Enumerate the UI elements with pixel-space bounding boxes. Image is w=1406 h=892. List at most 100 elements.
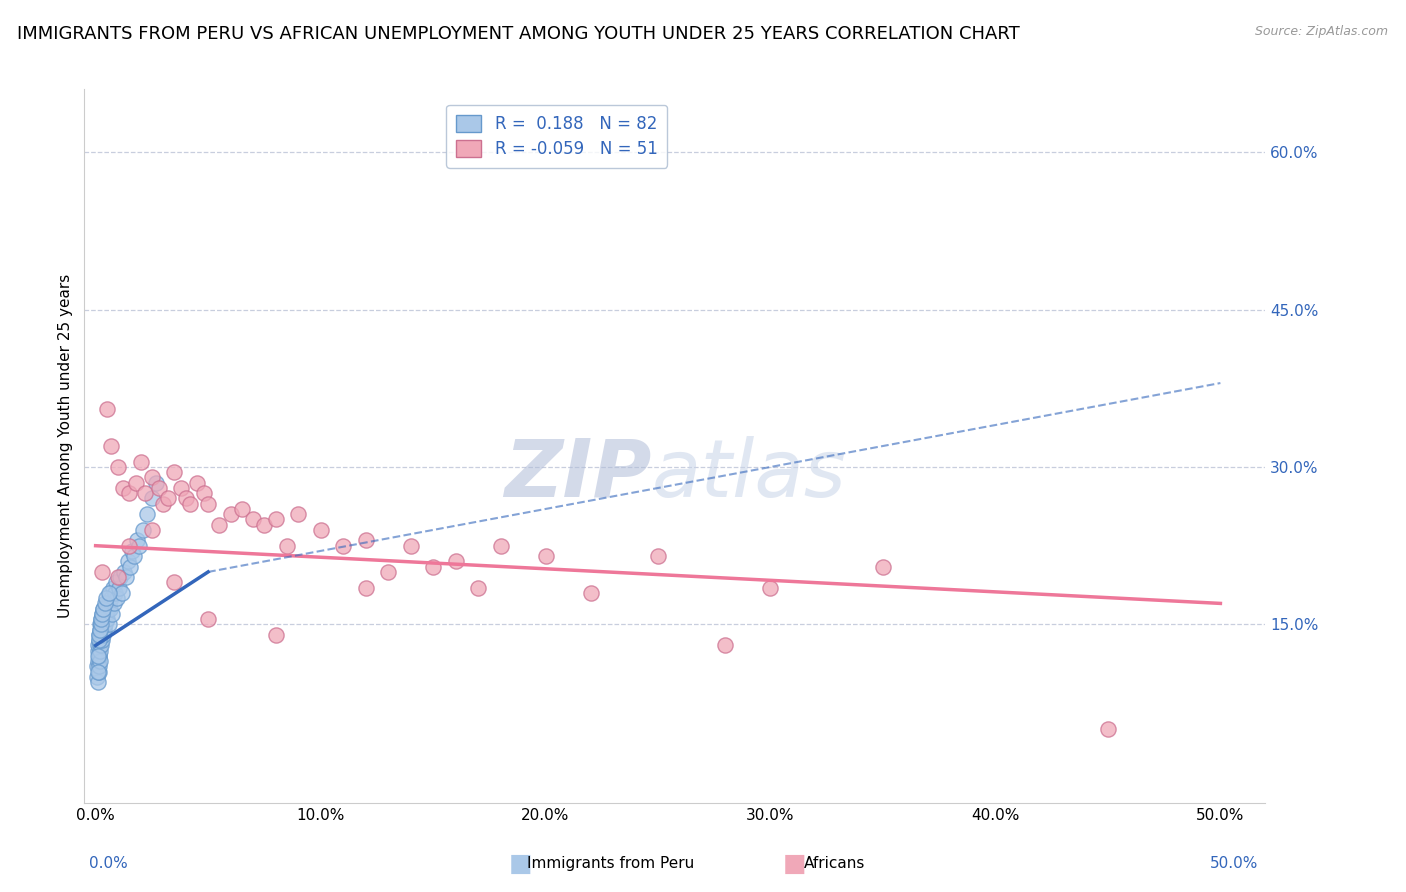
Point	[91, 612, 114, 626]
Point	[93, 612, 115, 626]
Point	[97, 601, 120, 615]
Point	[93, 596, 115, 610]
Point	[163, 465, 186, 479]
Point	[332, 539, 354, 553]
Point	[90, 617, 112, 632]
Point	[117, 554, 139, 568]
Point	[714, 639, 737, 653]
Point	[87, 628, 110, 642]
Point	[179, 497, 201, 511]
Point	[444, 554, 467, 568]
Point	[156, 491, 179, 506]
Point	[87, 639, 110, 653]
Point	[111, 586, 134, 600]
Point	[112, 565, 135, 579]
Point	[309, 523, 332, 537]
Point	[87, 648, 110, 663]
Text: 50.0%: 50.0%	[1211, 856, 1258, 871]
Text: ■: ■	[783, 852, 806, 875]
Point	[86, 659, 108, 673]
Text: Africans: Africans	[804, 856, 866, 871]
Point	[91, 612, 114, 626]
Point	[90, 633, 112, 648]
Text: Immigrants from Peru: Immigrants from Peru	[527, 856, 695, 871]
Point	[231, 502, 253, 516]
Point	[93, 607, 115, 621]
Point	[107, 581, 129, 595]
Point	[174, 491, 197, 506]
Point	[87, 659, 110, 673]
Point	[135, 507, 157, 521]
Point	[141, 523, 163, 537]
Point	[96, 612, 118, 626]
Point	[105, 575, 128, 590]
Point	[114, 570, 136, 584]
Point	[242, 512, 264, 526]
Point	[107, 570, 129, 584]
Point	[579, 586, 602, 600]
Point	[148, 481, 170, 495]
Point	[89, 628, 111, 642]
Point	[125, 475, 148, 490]
Point	[87, 675, 110, 690]
Point	[264, 628, 287, 642]
Point	[90, 623, 112, 637]
Point	[87, 633, 110, 648]
Point	[90, 623, 112, 637]
Point	[197, 612, 219, 626]
Point	[89, 623, 111, 637]
Point	[647, 549, 669, 564]
Point	[97, 617, 120, 632]
Text: ZIP: ZIP	[503, 435, 651, 514]
Point	[89, 628, 111, 642]
Point	[93, 601, 115, 615]
Point	[100, 586, 122, 600]
Point	[759, 581, 782, 595]
Point	[107, 591, 129, 606]
Legend: R =  0.188   N = 82, R = -0.059   N = 51: R = 0.188 N = 82, R = -0.059 N = 51	[446, 104, 668, 168]
Point	[90, 617, 112, 632]
Point	[96, 402, 118, 417]
Point	[197, 497, 219, 511]
Point	[89, 639, 111, 653]
Point	[152, 497, 174, 511]
Point	[96, 596, 118, 610]
Point	[118, 539, 141, 553]
Point	[1097, 723, 1119, 737]
Point	[276, 539, 298, 553]
Point	[94, 601, 117, 615]
Point	[193, 486, 215, 500]
Point	[872, 559, 894, 574]
Text: atlas: atlas	[651, 435, 846, 514]
Point	[124, 549, 146, 564]
Point	[489, 539, 512, 553]
Point	[96, 591, 118, 606]
Point	[89, 633, 111, 648]
Point	[93, 623, 115, 637]
Point	[96, 607, 118, 621]
Point	[89, 648, 111, 663]
Point	[87, 643, 110, 657]
Point	[118, 486, 141, 500]
Point	[128, 539, 150, 553]
Point	[104, 586, 127, 600]
Text: IMMIGRANTS FROM PERU VS AFRICAN UNEMPLOYMENT AMONG YOUTH UNDER 25 YEARS CORRELAT: IMMIGRANTS FROM PERU VS AFRICAN UNEMPLOY…	[17, 25, 1019, 43]
Point	[86, 670, 108, 684]
Point	[467, 581, 489, 595]
Point	[103, 596, 125, 610]
Point	[287, 507, 309, 521]
Point	[219, 507, 242, 521]
Point	[93, 628, 115, 642]
Point	[89, 617, 111, 632]
Y-axis label: Unemployment Among Youth under 25 years: Unemployment Among Youth under 25 years	[58, 274, 73, 618]
Text: Source: ZipAtlas.com: Source: ZipAtlas.com	[1254, 25, 1388, 38]
Point	[87, 648, 110, 663]
Point	[107, 460, 129, 475]
Point	[94, 612, 117, 626]
Point	[101, 581, 124, 595]
Point	[90, 612, 112, 626]
Point	[90, 607, 112, 621]
Point	[377, 565, 399, 579]
Point	[354, 533, 377, 548]
Point	[134, 486, 156, 500]
